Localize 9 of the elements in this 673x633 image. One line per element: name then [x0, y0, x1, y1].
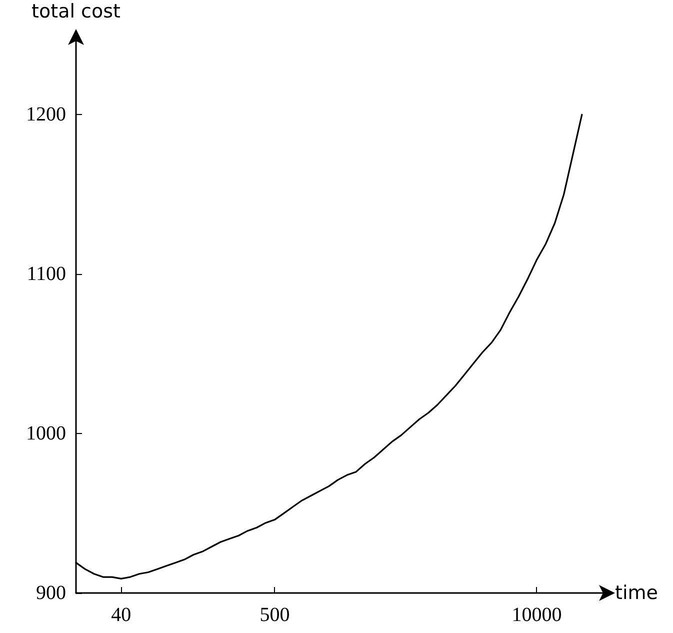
y-axis-title: total cost: [32, 0, 120, 22]
y-tick-label: 1000: [26, 422, 66, 445]
x-tick-label: 500: [260, 604, 290, 626]
y-tick-label: 1100: [26, 263, 66, 286]
x-tick-label: 40: [111, 604, 132, 626]
y-tick-label: 1200: [26, 104, 66, 126]
x-tick-label: 10000: [512, 604, 562, 626]
y-tick-label: 900: [36, 582, 66, 604]
x-axis-title: time: [615, 582, 658, 604]
